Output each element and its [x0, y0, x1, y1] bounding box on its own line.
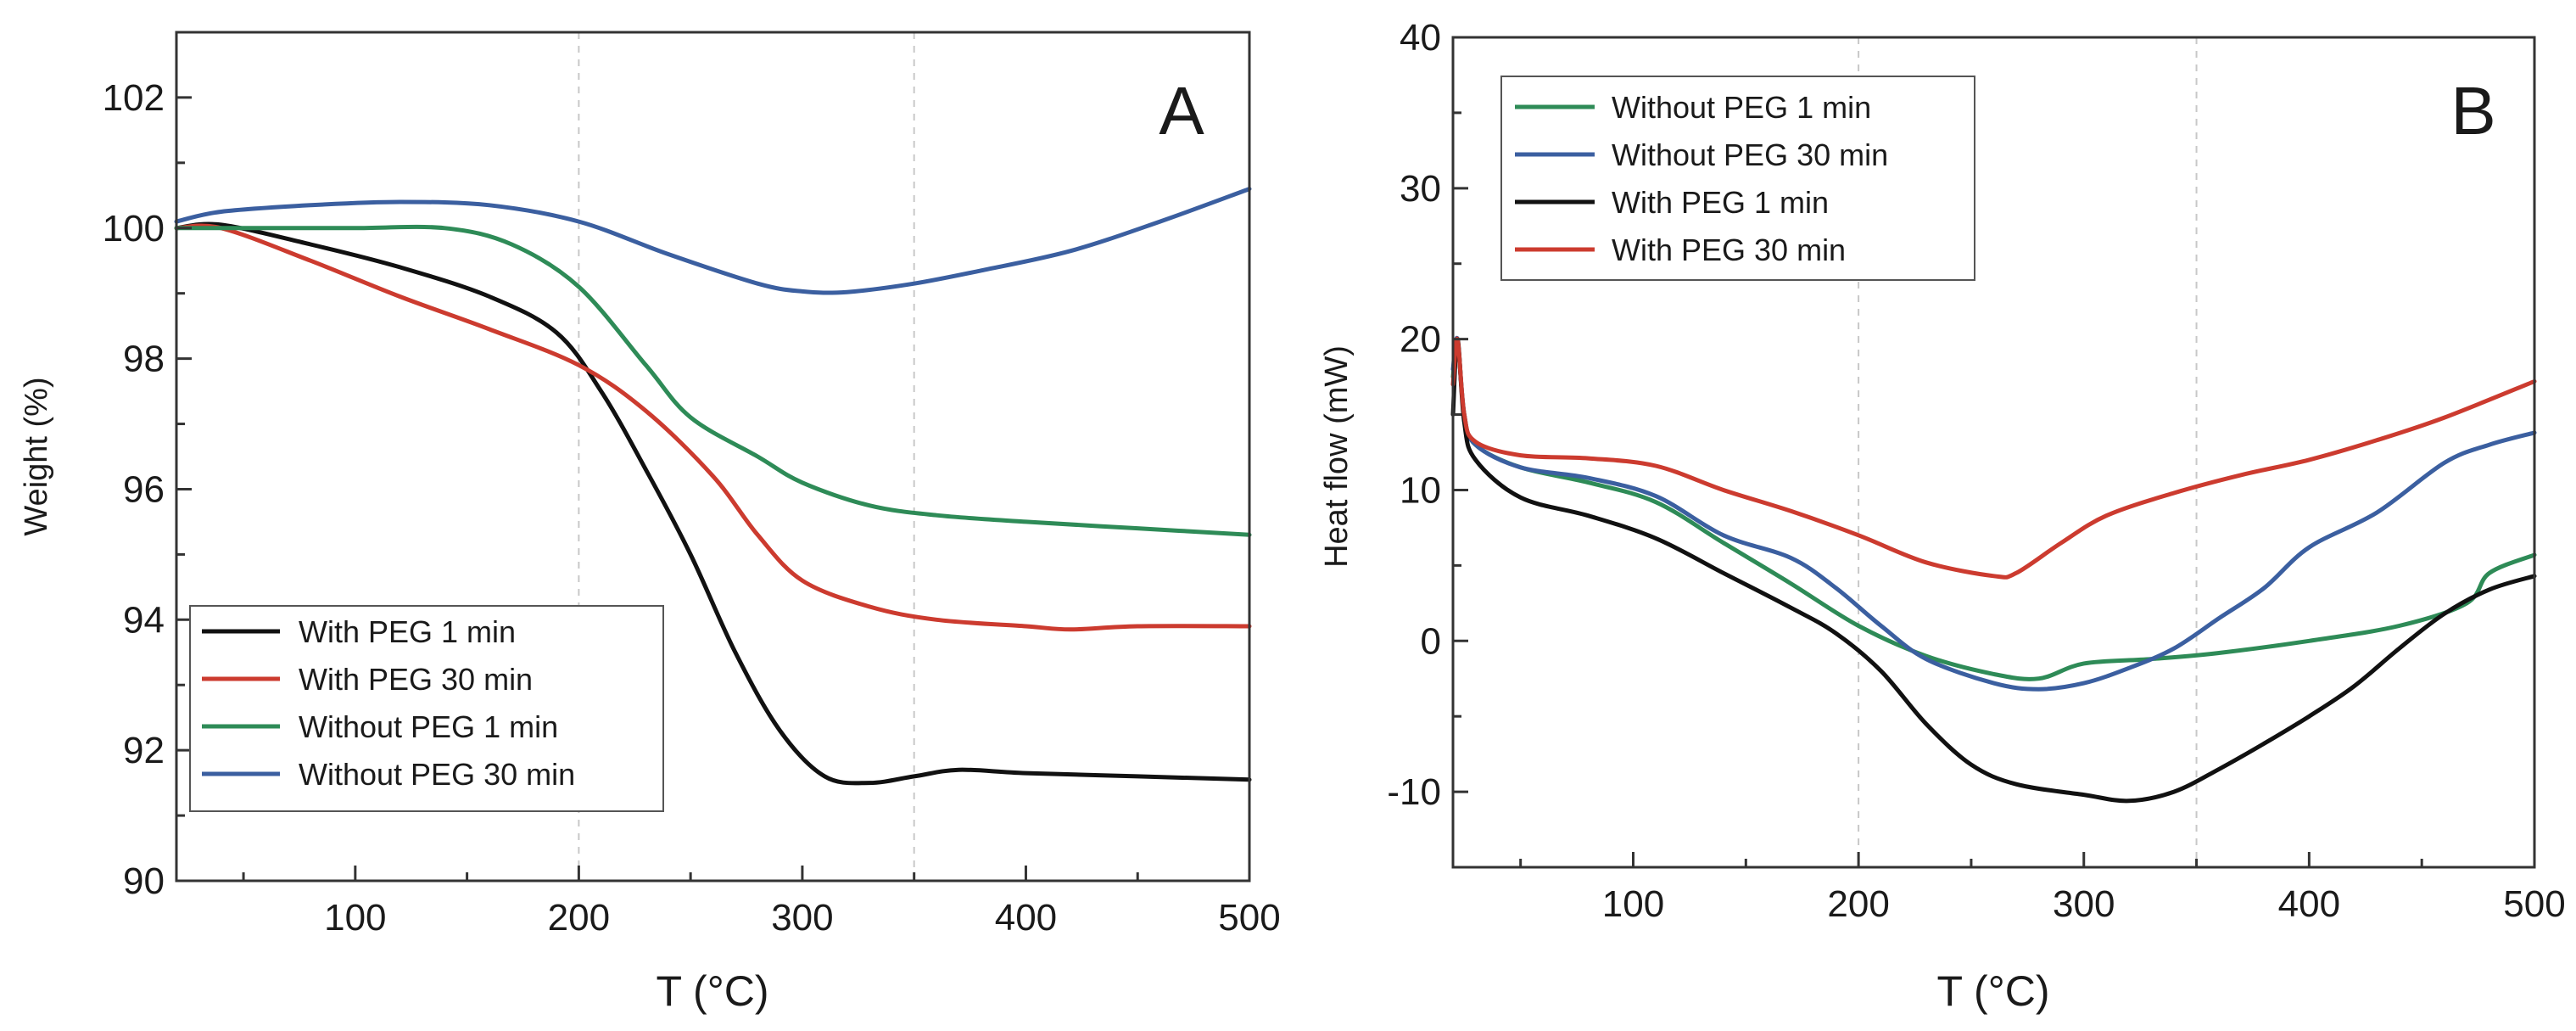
panel-b-y-axis-title: Heat flow (mW) — [1319, 345, 1355, 568]
panel-a-x-tick-label-400: 400 — [995, 897, 1057, 939]
panel-a-legend-box — [189, 605, 664, 812]
panel-b-series — [1450, 335, 2537, 804]
panel-b-heat-flow-chart: 100 200 300 400 500 -10 0 10 20 30 40 B T (°C) Hea… — [1319, 17, 2566, 1015]
panel-b-x-tick-label-500: 500 — [2503, 883, 2565, 925]
panel-b-plot-frame — [1451, 36, 2536, 869]
panel-b-y-tick-label-40: 40 — [1400, 17, 1441, 59]
panel-b-tick-labels: 100 200 300 400 500 -10 0 10 20 30 40 — [1387, 17, 2565, 925]
panel-b-y-tick-label-0: 0 — [1421, 620, 1441, 662]
panel-b-x-tick-label-300: 300 — [2053, 883, 2115, 925]
panel-b-x-axis-title: T (°C) — [1937, 967, 2050, 1015]
panel-a-legend-label-without-peg-1min: Without PEG 1 min — [299, 709, 558, 744]
panel-b-legend-label-without-peg-30min: Without PEG 30 min — [1612, 137, 1888, 172]
panel-b-legend-box — [1500, 76, 1975, 281]
panel-b-series-with-peg-1-min — [1450, 337, 2537, 804]
panel-b-legend-label-with-peg-1min: With PEG 1 min — [1612, 185, 1829, 220]
panel-a-x-tick-label-300: 300 — [771, 897, 833, 939]
panel-b-x-tick-label-100: 100 — [1602, 883, 1664, 925]
panel-b-y-tick-label-30: 30 — [1400, 168, 1441, 210]
panel-a-series-without-peg-1-min — [174, 224, 1252, 537]
panel-b-y-tick-label-10: 10 — [1400, 469, 1441, 511]
panel-a-legend-label-with-peg-30min: With PEG 30 min — [299, 662, 533, 697]
panel-a-y-axis-title: Weight (%) — [19, 377, 54, 535]
panel-a-tick-labels: 100 200 300 400 500 90 92 94 96 98 100 102 — [103, 77, 1281, 939]
panel-b-x-tick-label-400: 400 — [2278, 883, 2340, 925]
panel-b-series-with-peg-30-min — [1450, 337, 2537, 580]
panel-a-y-tick-label-100: 100 — [103, 208, 165, 249]
panel-a-weight-chart: 100 200 300 400 500 90 92 94 96 98 100 102 A T (°C)… — [19, 31, 1281, 1015]
panel-a-y-tick-label-92: 92 — [123, 730, 165, 771]
panel-b-legend-label-with-peg-30min: With PEG 30 min — [1612, 233, 1846, 267]
panel-a-plot-frame — [175, 31, 1251, 883]
panel-a-ticks — [176, 31, 1251, 883]
panel-a-legend: With PEG 1 min With PEG 30 min Without P… — [189, 605, 664, 812]
panel-b-x-tick-label-200: 200 — [1827, 883, 1889, 925]
panel-b-legend: Without PEG 1 min Without PEG 30 min Wit… — [1500, 76, 1975, 281]
panel-a-series-with-peg-30-min — [174, 223, 1252, 632]
panel-b-series-without-peg-1-min — [1450, 336, 2537, 681]
panel-a-y-tick-label-90: 90 — [123, 860, 165, 902]
panel-b-letter: B — [2450, 73, 2495, 148]
panel-a-y-tick-label-98: 98 — [123, 339, 165, 380]
panel-b-legend-label-without-peg-1min: Without PEG 1 min — [1612, 90, 1871, 125]
panel-a-legend-label-without-peg-30min: Without PEG 30 min — [299, 757, 575, 792]
panel-b-ticks — [1453, 36, 2536, 869]
panel-a-letter: A — [1159, 73, 1204, 148]
panel-b-series-without-peg-30-min — [1450, 335, 2537, 692]
panel-a-series — [174, 187, 1252, 786]
panel-b-y-tick-label-20: 20 — [1400, 319, 1441, 361]
panel-a-y-tick-label-94: 94 — [123, 599, 165, 641]
panel-b-y-tick-label-neg10: -10 — [1387, 771, 1441, 813]
panel-a-x-axis-title: T (°C) — [657, 967, 769, 1015]
panel-a-y-tick-label-102: 102 — [103, 77, 165, 119]
panel-a-series-with-peg-1-min — [174, 221, 1252, 786]
panel-a-y-tick-label-96: 96 — [123, 468, 165, 510]
panel-a-x-tick-label-100: 100 — [324, 897, 386, 939]
panel-a-series-without-peg-30-min — [174, 187, 1252, 295]
panel-a-x-tick-label-200: 200 — [548, 897, 610, 939]
panel-a-legend-label-with-peg-1min: With PEG 1 min — [299, 614, 516, 649]
panel-a-x-tick-label-500: 500 — [1218, 897, 1280, 939]
